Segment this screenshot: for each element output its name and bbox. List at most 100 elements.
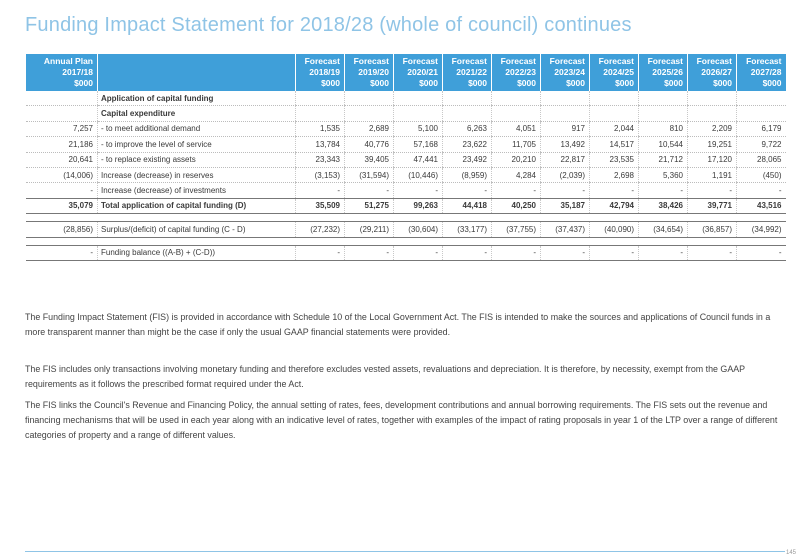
table-cell: 2,689 <box>344 121 394 138</box>
table-cell: - <box>442 244 492 261</box>
header-line: 2021/22 <box>456 67 487 77</box>
page-title: Funding Impact Statement for 2018/28 (wh… <box>25 14 632 36</box>
table-cell: (34,992) <box>736 221 786 238</box>
table-row: Application of capital funding <box>25 91 786 107</box>
table-cell: - <box>25 182 98 199</box>
header-line: 2022/23 <box>505 67 536 77</box>
table-row: 35,079 Total application of capital fundi… <box>25 197 786 215</box>
header-line: $000 <box>468 78 487 88</box>
table-cell: - <box>393 244 443 261</box>
table-cell: 5,100 <box>393 121 443 138</box>
header-line: Forecast <box>746 56 782 66</box>
header-line: Annual Plan <box>43 56 93 66</box>
row-label: Application of capital funding <box>97 91 296 107</box>
table-cell <box>589 105 639 122</box>
table-cell: 4,051 <box>491 121 541 138</box>
header-cell: Forecast 2026/27 $000 <box>687 54 737 91</box>
funding-impact-table: Annual Plan 2017/18 $000 Forecast 2018/19 $00… <box>25 54 786 261</box>
table-cell: 1,191 <box>687 167 737 184</box>
header-line: Forecast <box>696 56 732 66</box>
table-cell <box>394 214 443 222</box>
table-cell <box>541 237 590 245</box>
table-cell: 21,712 <box>638 152 688 168</box>
header-line: $000 <box>517 78 536 88</box>
table-cell: 10,544 <box>638 136 688 153</box>
table-cell <box>442 105 492 122</box>
table-cell: (36,857) <box>687 221 737 238</box>
table-cell: 2,698 <box>589 167 639 184</box>
table-cell: - <box>25 244 98 261</box>
row-label: - to replace existing assets <box>97 152 296 168</box>
table-cell: - <box>589 244 639 261</box>
table-row: - Funding balance ((A-B) + (C-D)) - - - - - - - -… <box>25 244 786 261</box>
table-cell: 2,209 <box>687 121 737 138</box>
header-line: $000 <box>419 78 438 88</box>
table-cell: 38,426 <box>638 197 688 215</box>
header-line: 2026/27 <box>701 67 732 77</box>
table-cell <box>540 105 590 122</box>
table-row: 7,257- to meet additional demand 1,535 2,6… <box>25 121 786 138</box>
header-line: Forecast <box>549 56 585 66</box>
table-cell: - <box>540 244 590 261</box>
table-cell <box>491 105 541 122</box>
table-cell: (10,446) <box>393 167 443 184</box>
table-cell: (34,654) <box>638 221 688 238</box>
header-line: Forecast <box>598 56 634 66</box>
table-cell <box>295 105 345 122</box>
table-cell: (27,232) <box>295 221 345 238</box>
table-cell: (33,177) <box>442 221 492 238</box>
table-row: 21,186- to improve the level of service 1… <box>25 136 786 153</box>
table-cell <box>687 105 737 122</box>
footer-divider <box>25 551 785 552</box>
header-line: 2018/19 <box>309 67 340 77</box>
table-cell: 28,065 <box>736 152 786 168</box>
row-label: Total application of capital funding (D) <box>97 197 296 215</box>
table-cell <box>296 214 345 222</box>
table-cell: (14,006) <box>25 167 98 184</box>
notes-section: The Funding Impact Statement (FIS) is pr… <box>25 310 785 465</box>
header-row: Annual Plan 2017/18 $000 Forecast 2018/19 $00… <box>25 54 786 91</box>
table-cell <box>639 237 688 245</box>
row-label <box>98 237 296 245</box>
table-cell <box>687 91 737 107</box>
table-cell: 6,263 <box>442 121 492 138</box>
header-cell: Forecast 2025/26 $000 <box>638 54 688 91</box>
table-cell: 23,622 <box>442 136 492 153</box>
row-label: Increase (decrease) of investments <box>97 182 296 199</box>
table-cell <box>737 237 786 245</box>
table-cell: (28,856) <box>25 221 98 238</box>
table-cell: 14,517 <box>589 136 639 153</box>
table-cell: 13,784 <box>295 136 345 153</box>
table-cell: 6,179 <box>736 121 786 138</box>
table-cell <box>589 91 639 107</box>
table-cell: 44,418 <box>442 197 492 215</box>
table-cell: (37,437) <box>540 221 590 238</box>
table-cell: - <box>442 182 492 199</box>
table-cell: 20,641 <box>25 152 98 168</box>
table-cell: 19,251 <box>687 136 737 153</box>
table-cell <box>443 237 492 245</box>
table-cell: 35,509 <box>295 197 345 215</box>
table-cell <box>345 214 394 222</box>
table-cell <box>26 237 98 245</box>
table-cell <box>590 214 639 222</box>
table-cell: 13,492 <box>540 136 590 153</box>
table-cell: - <box>638 244 688 261</box>
table-cell: - <box>295 182 345 199</box>
table-cell: 20,210 <box>491 152 541 168</box>
table-cell <box>295 91 345 107</box>
table-row: Capital expenditure <box>25 105 786 122</box>
table-cell: 43,516 <box>736 197 786 215</box>
header-line: $000 <box>615 78 634 88</box>
table-cell <box>492 237 541 245</box>
table-cell <box>638 105 688 122</box>
table-cell: - <box>736 244 786 261</box>
note-paragraph: The FIS includes only transactions invol… <box>25 364 745 389</box>
table-cell <box>491 91 541 107</box>
table-cell: (30,604) <box>393 221 443 238</box>
page-number: 145 <box>785 550 796 556</box>
table-cell: 7,257 <box>25 121 98 138</box>
table-cell <box>26 214 98 222</box>
header-line: $000 <box>321 78 340 88</box>
table-cell: 39,405 <box>344 152 394 168</box>
